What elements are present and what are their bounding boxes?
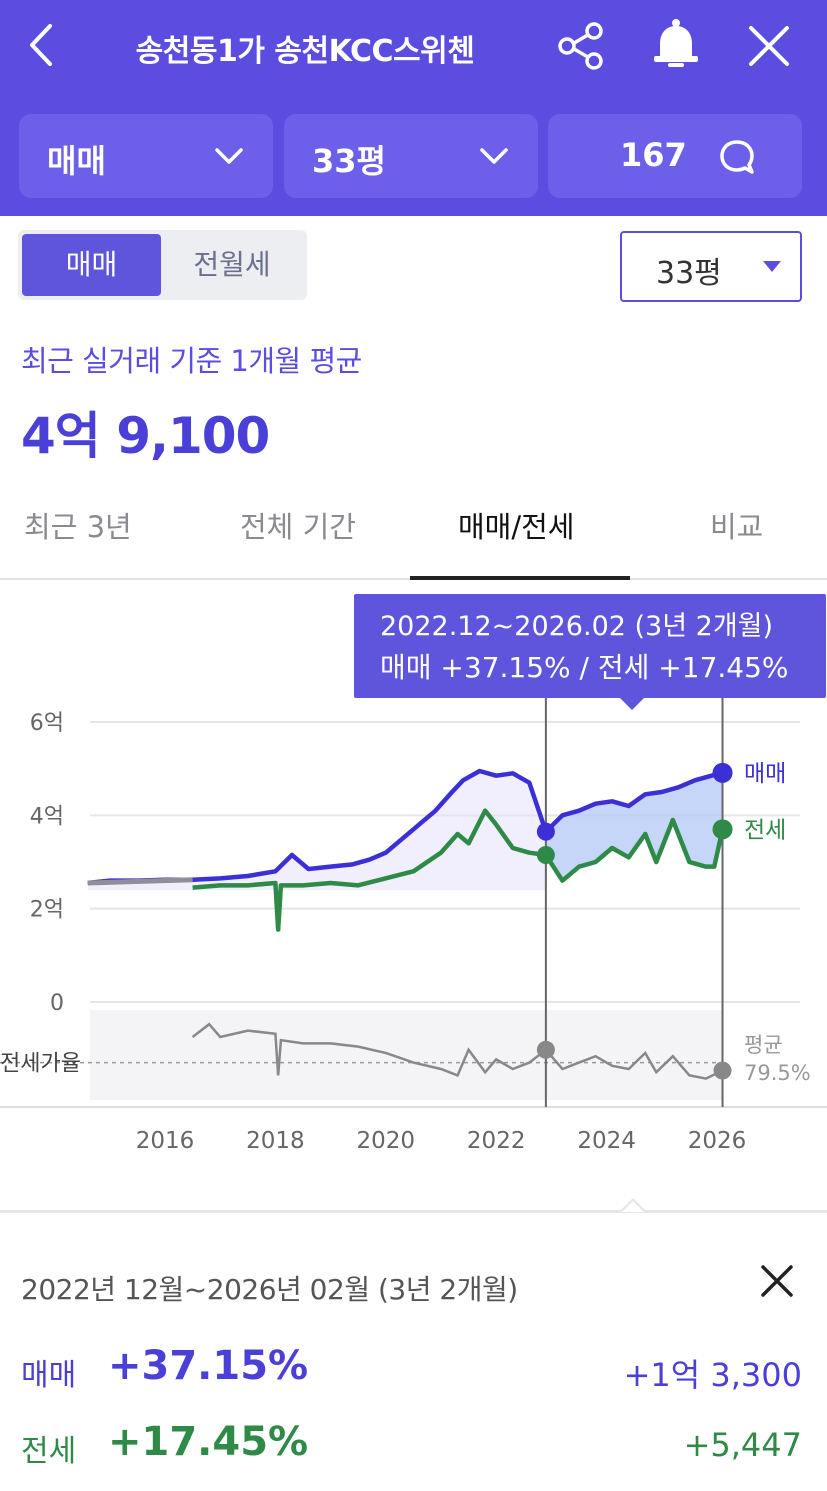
detail-close-button[interactable]	[758, 1262, 796, 1300]
panel-pointer-inner	[622, 1201, 644, 1212]
rent-series-line	[192, 808, 725, 932]
y-tick-label: 2억	[30, 898, 64, 923]
x-tick-label: 2018	[246, 1128, 305, 1154]
sale-change-amount: +1억 3,300	[623, 1356, 802, 1394]
x-tick-label: 2024	[577, 1128, 636, 1154]
ratio-start-marker	[536, 1040, 555, 1059]
y-tick-label: 4억	[30, 804, 64, 829]
period-tabs: 최근 3년 전체 기간 매매/전세 비교	[0, 490, 827, 580]
close-icon	[749, 26, 789, 66]
comment-bubble-icon	[720, 140, 754, 174]
sale-start-marker	[536, 822, 555, 841]
share-button[interactable]	[555, 20, 607, 72]
size-dropdown[interactable]: 33평	[620, 231, 802, 302]
average-price: 4억 9,100	[21, 407, 270, 465]
active-tab-indicator	[410, 576, 630, 580]
comment-count: 167	[620, 136, 687, 174]
sale-series-line	[87, 768, 724, 886]
segment-sale[interactable]: 매매	[22, 234, 161, 296]
trade-type-value: 매매	[47, 142, 106, 180]
tab-sale-rent[interactable]: 매매/전세	[458, 510, 575, 544]
ratio-average-value: 79.5%	[744, 1061, 811, 1085]
sale-early-segment	[87, 877, 193, 886]
close-button[interactable]	[745, 22, 793, 70]
page-title: 송천동1가 송천KCC스위첸	[135, 34, 475, 69]
average-label: 최근 실거래 기준 1개월 평균	[21, 344, 362, 378]
trade-segment-control: 매매 전월세	[18, 230, 307, 300]
sale-change-percent: +37.15%	[108, 1343, 309, 1389]
ratio-average-label: 평균	[744, 1033, 783, 1057]
segment-rent[interactable]: 전월세	[193, 248, 271, 281]
tooltip-arrow	[620, 698, 644, 710]
ratio-end-marker	[713, 1061, 732, 1080]
filter-row: 매매 33평 167	[0, 114, 827, 198]
y-tick-label: 6억	[30, 711, 64, 736]
y-tick-label: 0	[50, 991, 64, 1016]
x-tick-label: 2022	[467, 1128, 526, 1154]
size-select[interactable]: 33평	[284, 114, 538, 198]
tab-recent-3y[interactable]: 최근 3년	[24, 510, 132, 544]
chevron-left-icon	[30, 24, 52, 66]
ratio-panel-bg	[90, 1010, 722, 1100]
sale-change-label: 매매	[21, 1358, 77, 1393]
notification-button[interactable]	[648, 16, 704, 72]
comments-button[interactable]: 167	[548, 114, 802, 198]
share-icon	[558, 22, 603, 70]
selection-fill-area	[545, 772, 723, 881]
ratio-series-line	[191, 1022, 724, 1080]
tab-compare[interactable]: 비교	[710, 510, 764, 544]
chevron-down-icon	[215, 148, 243, 164]
x-tick-label: 2026	[688, 1128, 747, 1154]
rent-series-label: 전세	[744, 817, 786, 843]
rent-start-marker	[536, 846, 555, 864]
chevron-down-icon	[480, 148, 508, 164]
sale-series-label: 매매	[744, 761, 786, 787]
ratio-axis-label: 전세가율	[0, 1052, 81, 1077]
caret-down-icon	[763, 261, 781, 272]
tooltip-period: 2022.12~2026.02 (3년 2개월)	[380, 611, 774, 642]
trade-type-select[interactable]: 매매	[19, 114, 273, 198]
app-header: 송천동1가 송천KCC스위첸	[0, 0, 827, 216]
detail-period: 2022년 12월~2026년 02월 (3년 2개월)	[21, 1273, 518, 1306]
x-tick-label: 2020	[357, 1128, 416, 1154]
sale-end-marker	[712, 762, 733, 783]
close-icon	[761, 1265, 793, 1297]
rent-change-amount: +5,447	[683, 1426, 802, 1464]
rent-change-label: 전세	[21, 1434, 77, 1469]
bell-icon	[654, 19, 698, 67]
size-value: 33평	[312, 142, 386, 180]
top-bar: 송천동1가 송천KCC스위첸	[0, 0, 827, 95]
size-dropdown-value: 33평	[656, 256, 722, 291]
range-tooltip: 2022.12~2026.02 (3년 2개월) 매매 +37.15% / 전세…	[354, 594, 826, 710]
panel-divider	[0, 1210, 827, 1213]
tooltip-change: 매매 +37.15% / 전세 +17.45%	[380, 651, 789, 684]
back-button[interactable]	[22, 20, 62, 70]
rent-change-percent: +17.45%	[108, 1419, 309, 1465]
rent-end-marker	[712, 819, 733, 840]
tab-all-period[interactable]: 전체 기간	[240, 510, 356, 544]
x-tick-label: 2016	[136, 1128, 195, 1154]
